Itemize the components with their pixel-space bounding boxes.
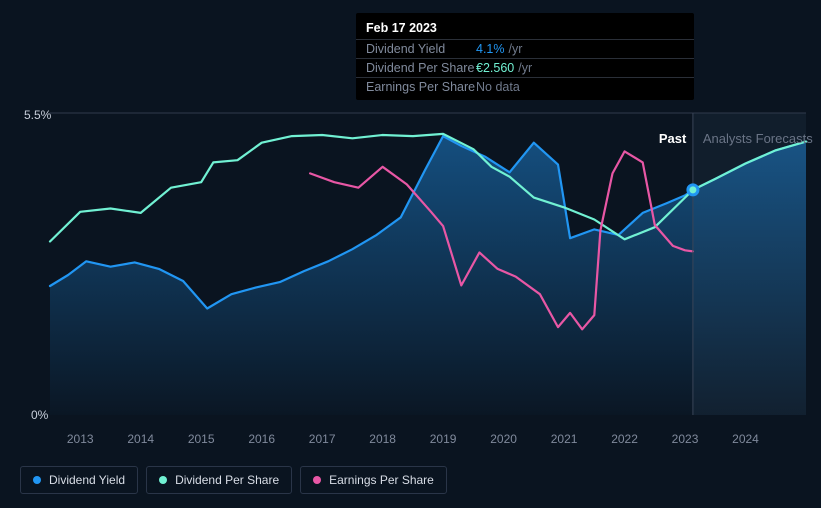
tooltip-key: Dividend Per Share [366,61,476,75]
x-tick: 2018 [369,432,396,446]
legend-label: Earnings Per Share [329,473,434,487]
legend-item[interactable]: Earnings Per Share [300,466,447,494]
tooltip-key: Earnings Per Share [366,80,476,94]
x-tick: 2020 [490,432,517,446]
x-tick: 2017 [309,432,336,446]
chart-container: 5.5% 0% Past Analysts Forecasts 2013 2014… [0,0,821,508]
hover-tooltip: Feb 17 2023 Dividend Yield4.1%/yrDividen… [356,13,694,100]
tooltip-row: Dividend Yield4.1% /yr [356,39,694,58]
region-label-past: Past [659,131,686,146]
x-tick: 2016 [248,432,275,446]
tooltip-key: Dividend Yield [366,42,476,56]
x-tick: 2013 [67,432,94,446]
tooltip-unit: /yr [518,61,532,75]
x-tick: 2024 [732,432,759,446]
tooltip-row: Dividend Per Share€2.560/yr [356,58,694,77]
legend-item[interactable]: Dividend Per Share [146,466,292,494]
legend-label: Dividend Yield [49,473,125,487]
x-tick: 2023 [672,432,699,446]
x-tick: 2014 [127,432,154,446]
legend: Dividend Yield Dividend Per Share Earnings… [20,466,447,494]
tooltip-value: 4.1% [476,42,505,56]
x-tick: 2019 [430,432,457,446]
legend-label: Dividend Per Share [175,473,279,487]
x-tick: 2022 [611,432,638,446]
chart-plot-area[interactable] [50,113,806,415]
x-tick: 2021 [551,432,578,446]
hover-marker-inner [689,186,696,193]
legend-swatch [313,476,321,484]
tooltip-value: No data [476,80,520,94]
x-tick: 2015 [188,432,215,446]
tooltip-value: €2.560 [476,61,514,75]
region-label-forecast: Analysts Forecasts [703,131,813,146]
tooltip-date: Feb 17 2023 [356,19,694,39]
y-axis-min-label: 0% [31,408,48,422]
legend-item[interactable]: Dividend Yield [20,466,138,494]
legend-swatch [33,476,41,484]
x-axis: 2013 2014 2015 2016 2017 2018 2019 2020 2021 2022… [50,432,806,448]
y-axis-max-label: 5.5% [24,108,51,122]
tooltip-row: Earnings Per ShareNo data [356,77,694,96]
tooltip-unit: /yr [509,42,523,56]
legend-swatch [159,476,167,484]
